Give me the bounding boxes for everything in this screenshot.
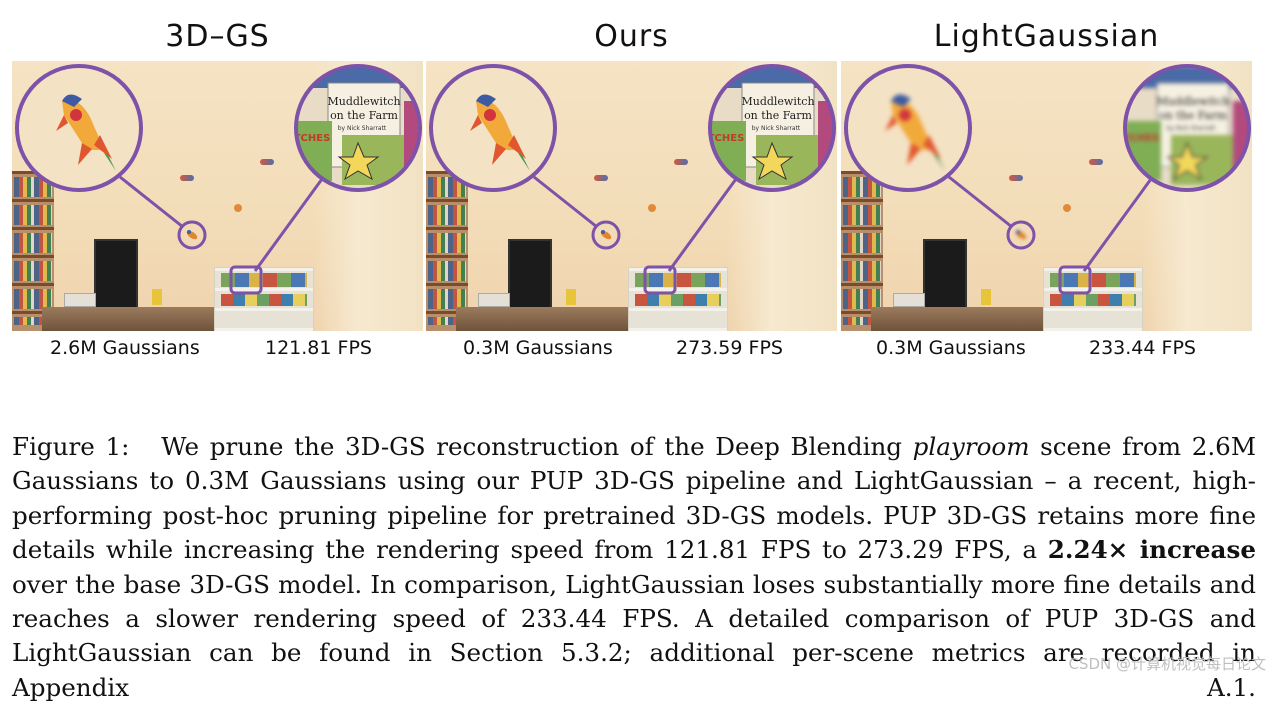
shelf-books [428,177,466,325]
magnifier-book-ring [294,64,422,192]
shelf-books [843,177,881,325]
desk-box [478,293,510,307]
zoom-connector-right [253,178,324,272]
render-panel-ours: Muddlewitch on the Farm by Nick Sharratt… [426,61,837,331]
fps-ours: 273.59 FPS [676,337,783,359]
rocket-icon [56,94,116,171]
zoom-connector-right [1082,178,1153,272]
figure-label: Figure 1: [12,432,130,461]
gaussian-count-3dgs: 2.6M Gaussians [50,337,200,359]
zoom-target-rocket [591,220,621,250]
render-panel-3dgs: Muddlewitch on the Farm by Nick Sharratt… [12,61,423,331]
rocket-icon [470,94,530,171]
fps-3dgs: 121.81 FPS [265,337,372,359]
caption-speedup: 2.24× increase [1047,535,1256,565]
book-title-line1: Muddlewitch [327,95,400,108]
bookcase-covers-top [221,273,307,287]
book-author: by Nick Sharratt [1167,125,1216,132]
wall-planet [1063,204,1071,212]
wall-rocket-small [180,175,194,181]
monitor [508,239,552,313]
magnifier-rocket-ring [844,64,972,192]
book-side-title: TCHES [294,133,331,144]
bookcase-covers-bottom [221,294,307,306]
book-author: by Nick Sharratt [752,125,801,132]
tiny-rocket-icon [186,230,198,240]
desk-box [893,293,925,307]
zoom-overlay: Muddlewitch on the Farm by Nick Sharratt… [429,64,836,295]
left-bookshelf [841,171,883,331]
book-title-line1: Muddlewitch [1156,95,1229,108]
zoom-target-book [229,265,263,295]
yellow-toy [981,289,991,305]
panel-title-3dgs: 3D–GS [165,19,270,54]
zoom-connector-left [948,175,1013,229]
zoom-connector-left [119,175,184,229]
rocket-icon [885,94,945,171]
zoom-target-book [643,265,677,295]
bookcase-covers-bottom [1050,294,1136,306]
book-author: by Nick Sharratt [338,125,387,132]
panel-title-ours: Ours [594,19,669,54]
bookcase-covers-top [1050,273,1136,287]
panel-title-lightgaussian: LightGaussian [933,19,1160,54]
magnifier-rocket-ring [429,64,557,192]
magnifier-rocket [17,66,141,190]
zoom-connector-right [667,178,738,272]
bookcase-covers-top [635,273,721,287]
book-side-title: TCHES [708,133,745,144]
tiny-rocket-icon [1015,230,1027,240]
wall-rocket-small [594,175,608,181]
magnifier-book-ring [1123,64,1251,192]
caption-text-2: scene from 2.6M Gaussians to 0.3M Gaussi… [12,432,1257,565]
bookcase-covers-bottom [635,294,721,306]
left-bookshelf [12,171,54,331]
caption-text-3: over the base 3D-GS model. In comparison… [12,569,1256,702]
yellow-toy [566,289,576,305]
zoom-target-rocket [177,220,207,250]
yellow-toy [152,289,162,305]
wall-planet [234,204,242,212]
magnifier-book-ring [708,64,836,192]
magnifier-rocket-ring [15,64,143,192]
fps-lightgaussian: 233.44 FPS [1089,337,1196,359]
book-side-title: TCHES [1123,133,1160,144]
gaussian-count-ours: 0.3M Gaussians [463,337,613,359]
desk-box [64,293,96,307]
zoom-overlay: Muddlewitch on the Farm by Nick Sharratt… [844,64,1251,295]
left-bookshelf [426,171,468,331]
wall-rocket-small-2 [674,159,688,165]
shelf-books [14,177,52,325]
wall-rocket-small-2 [260,159,274,165]
magnifier-book: Muddlewitch on the Farm by Nick Sharratt… [294,66,420,190]
gaussian-count-lightgaussian: 0.3M Gaussians [876,337,1026,359]
render-panel-lightgaussian: Muddlewitch on the Farm by Nick Sharratt… [841,61,1252,331]
wall-rocket-small-2 [1089,159,1103,165]
zoom-target-rocket [1006,220,1036,250]
magnifier-rocket [431,66,555,190]
book-title-line2: on the Farm [1159,109,1227,122]
magnifier-rocket [846,66,970,190]
front-bookcase [214,267,314,331]
book-title-line2: on the Farm [744,109,812,122]
zoom-target-book [1058,265,1092,295]
zoom-connector-left [533,175,598,229]
tiny-rocket-icon [600,230,612,240]
wall-rocket-small [1009,175,1023,181]
wall-planet [648,204,656,212]
caption-scene-name: playroom [912,432,1030,461]
caption-text-1: We prune the 3D-GS reconstruction of the… [161,432,913,461]
zoom-overlay: Muddlewitch on the Farm by Nick Sharratt… [15,64,422,295]
book-title-line1: Muddlewitch [741,95,814,108]
book-title-line2: on the Farm [330,109,398,122]
watermark: CSDN @计算机视觉每日论文 [1068,655,1266,673]
